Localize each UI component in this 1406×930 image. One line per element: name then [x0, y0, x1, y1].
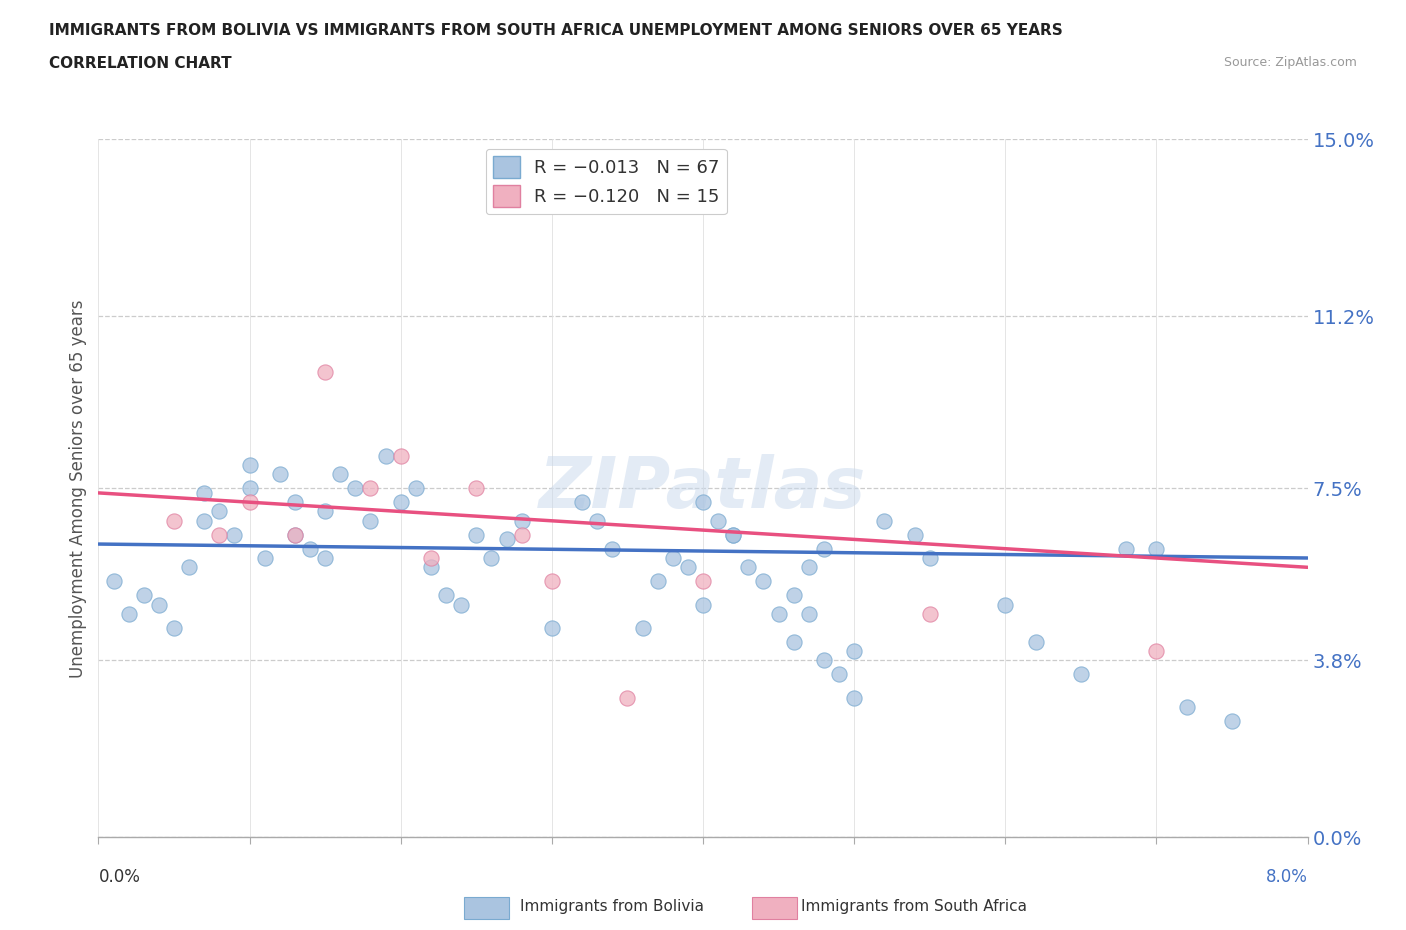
Point	[284, 495, 307, 510]
Point	[813, 541, 835, 556]
Point	[918, 551, 941, 565]
Point	[269, 467, 291, 482]
Point	[1220, 713, 1243, 728]
Text: Source: ZipAtlas.com: Source: ZipAtlas.com	[1223, 56, 1357, 69]
Point	[434, 588, 457, 603]
Point	[994, 597, 1017, 612]
Point	[284, 527, 307, 542]
Point	[374, 448, 396, 463]
Point	[783, 588, 806, 603]
Text: IMMIGRANTS FROM BOLIVIA VS IMMIGRANTS FROM SOUTH AFRICA UNEMPLOYMENT AMONG SENIO: IMMIGRANTS FROM BOLIVIA VS IMMIGRANTS FR…	[49, 23, 1063, 38]
Point	[208, 504, 231, 519]
Point	[360, 513, 382, 528]
Text: Immigrants from South Africa: Immigrants from South Africa	[801, 899, 1028, 914]
Point	[797, 606, 820, 621]
Point	[737, 560, 759, 575]
Point	[783, 634, 806, 649]
Point	[208, 527, 231, 542]
Point	[1146, 644, 1168, 658]
Point	[193, 485, 215, 500]
Point	[510, 527, 533, 542]
Point	[239, 481, 262, 496]
Point	[707, 513, 730, 528]
Point	[284, 527, 307, 542]
Point	[571, 495, 593, 510]
Point	[1025, 634, 1047, 649]
Point	[253, 551, 276, 565]
Point	[828, 667, 851, 682]
Point	[420, 560, 443, 575]
Point	[314, 365, 336, 379]
Y-axis label: Unemployment Among Seniors over 65 years: Unemployment Among Seniors over 65 years	[69, 299, 87, 677]
Point	[1115, 541, 1137, 556]
Point	[692, 495, 714, 510]
Point	[797, 560, 820, 575]
Point	[692, 597, 714, 612]
Point	[647, 574, 669, 589]
Legend: R = −0.013   N = 67, R = −0.120   N = 15: R = −0.013 N = 67, R = −0.120 N = 15	[485, 149, 727, 214]
Point	[465, 481, 488, 496]
Text: CORRELATION CHART: CORRELATION CHART	[49, 56, 232, 71]
Point	[495, 532, 517, 547]
Point	[631, 620, 654, 635]
Point	[540, 574, 562, 589]
Point	[510, 513, 533, 528]
Point	[163, 620, 186, 635]
Point	[239, 495, 262, 510]
Point	[616, 690, 638, 705]
Point	[844, 644, 866, 658]
Point	[148, 597, 170, 612]
Point	[420, 551, 443, 565]
Point	[193, 513, 215, 528]
Point	[329, 467, 352, 482]
Point	[602, 541, 624, 556]
Point	[450, 597, 472, 612]
Point	[239, 458, 262, 472]
Point	[1175, 699, 1198, 714]
Point	[844, 690, 866, 705]
Point	[103, 574, 125, 589]
Point	[299, 541, 322, 556]
Point	[360, 481, 382, 496]
Point	[314, 504, 336, 519]
Text: 0.0%: 0.0%	[98, 868, 141, 885]
Point	[692, 574, 714, 589]
Point	[314, 551, 336, 565]
Point	[163, 513, 186, 528]
Point	[752, 574, 775, 589]
Point	[723, 527, 745, 542]
Point	[918, 606, 941, 621]
Point	[389, 495, 412, 510]
Point	[344, 481, 367, 496]
Point	[768, 606, 790, 621]
Text: 8.0%: 8.0%	[1265, 868, 1308, 885]
Point	[904, 527, 927, 542]
Point	[723, 527, 745, 542]
Point	[676, 560, 699, 575]
Point	[661, 551, 683, 565]
Point	[873, 513, 896, 528]
Text: Immigrants from Bolivia: Immigrants from Bolivia	[520, 899, 704, 914]
Point	[481, 551, 503, 565]
Point	[813, 653, 835, 668]
Point	[465, 527, 488, 542]
Point	[1146, 541, 1168, 556]
Point	[540, 620, 562, 635]
Point	[179, 560, 201, 575]
Point	[586, 513, 609, 528]
Point	[1070, 667, 1092, 682]
Point	[389, 448, 412, 463]
Point	[224, 527, 246, 542]
Point	[132, 588, 155, 603]
Point	[405, 481, 427, 496]
Text: ZIPatlas: ZIPatlas	[540, 454, 866, 523]
Point	[118, 606, 141, 621]
